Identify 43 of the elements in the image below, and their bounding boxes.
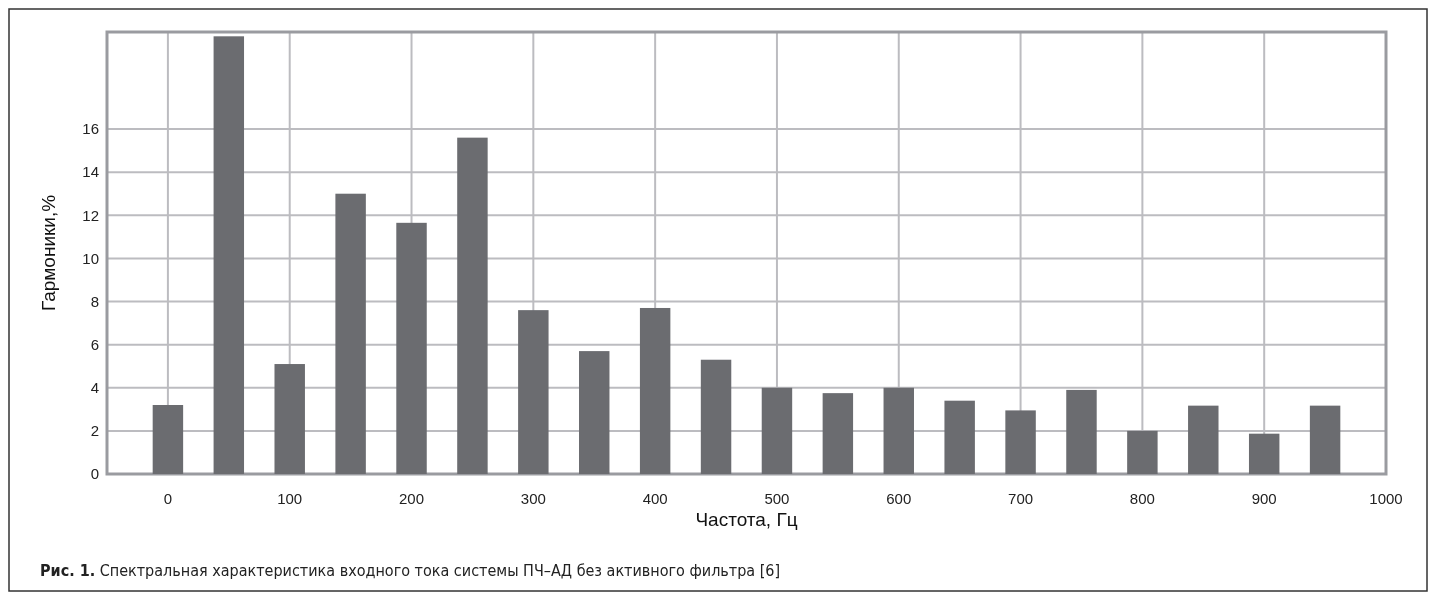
text: Рис. 1. Спектральная характеристика входного тока системы ПЧ–АД без активного фильтра [6]: [40, 561, 781, 580]
bar: [700, 359, 732, 474]
bar: [883, 387, 914, 474]
y-tick-label: 8: [90, 292, 99, 310]
bar: [822, 393, 854, 474]
y-tick-label: 2: [90, 422, 99, 440]
x-axis-title: Частота, Гц: [695, 509, 798, 530]
bar: [274, 364, 305, 474]
x-tick-label: 1000: [1369, 490, 1403, 507]
bar: [1309, 405, 1341, 474]
bar: [1005, 410, 1036, 474]
x-tick-label: 600: [886, 490, 912, 507]
y-tick-label: 6: [90, 335, 99, 353]
y-axis-title: Гармоники,%: [38, 194, 59, 312]
y-tick-label: 10: [82, 249, 99, 267]
bar: [518, 310, 549, 474]
bar: [1188, 405, 1219, 474]
x-tick-label: 0: [163, 490, 173, 507]
y-tick-label: 4: [90, 379, 99, 397]
bar: [639, 307, 671, 474]
bar: [213, 36, 245, 474]
bar: [457, 137, 488, 474]
bar: [1127, 430, 1158, 474]
bar: [1248, 433, 1280, 474]
bar: [335, 193, 366, 474]
y-tick-label: 14: [82, 163, 99, 181]
bar: [152, 405, 184, 474]
bar: [396, 222, 427, 474]
x-tick-label: 500: [764, 490, 790, 507]
x-tick-label: 100: [277, 490, 303, 507]
bar: [579, 351, 610, 474]
y-tick-label: 16: [82, 120, 99, 138]
x-tick-label: 900: [1251, 490, 1277, 507]
x-tick-label: 300: [520, 490, 546, 507]
y-tick-label: 12: [82, 206, 99, 224]
bar: [761, 387, 793, 474]
x-tick-label: 200: [399, 490, 425, 507]
x-tick-label: 700: [1008, 490, 1034, 507]
y-tick-label: 0: [90, 465, 99, 483]
x-tick-label: 800: [1129, 490, 1155, 507]
bar: [1066, 389, 1097, 474]
x-tick-label: 400: [642, 490, 668, 507]
bar: [944, 400, 975, 474]
